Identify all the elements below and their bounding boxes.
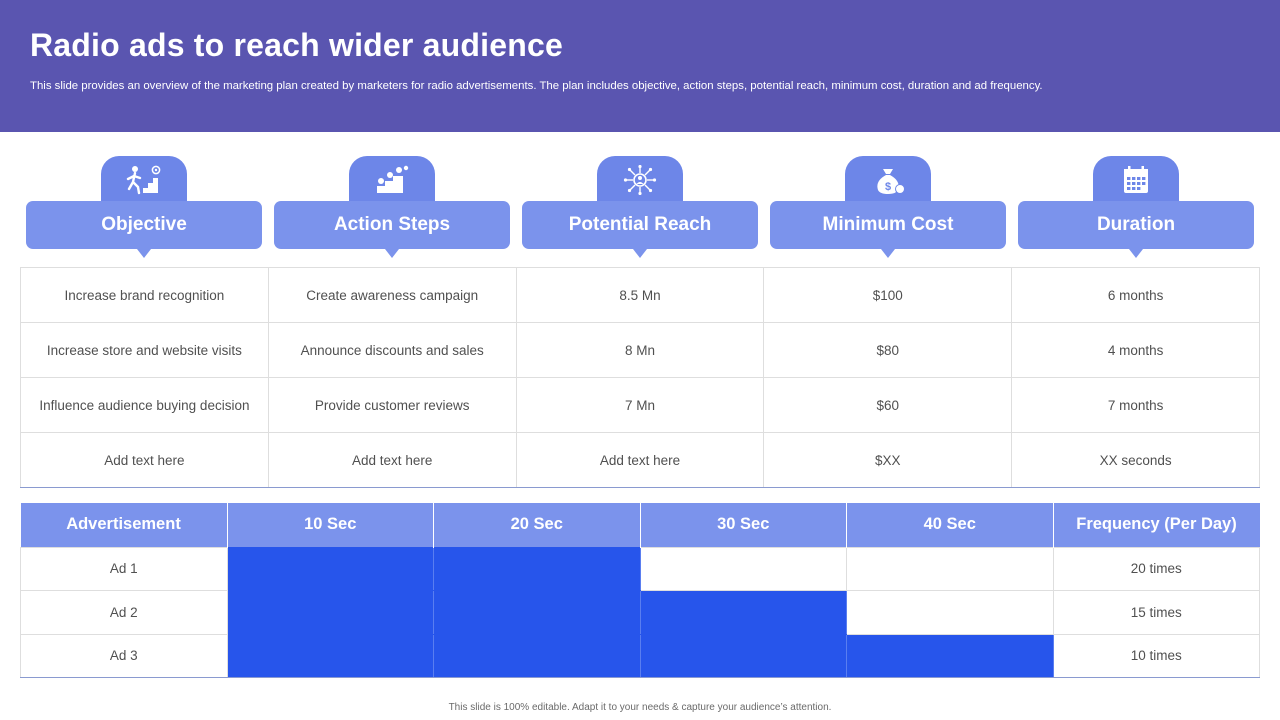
column-title: Objective <box>26 201 262 249</box>
page-title: Radio ads to reach wider audience <box>30 27 563 63</box>
column-title: Minimum Cost <box>770 201 1006 249</box>
column-title: Potential Reach <box>522 201 758 249</box>
table-row: Add text here Add text here Add text her… <box>20 432 1260 488</box>
duration-bar-cell <box>639 633 847 678</box>
duration-bar-cell <box>433 590 641 635</box>
column-header-objective: Objective <box>26 156 262 260</box>
table-row: Ad 1 20 times <box>20 546 1260 591</box>
table-row: Influence audience buying decision Provi… <box>20 377 1260 433</box>
duration-cell: 4 months <box>1011 322 1260 378</box>
header-20-sec: 20 Sec <box>433 503 641 547</box>
duration-bar-cell <box>226 590 434 635</box>
table-row: Ad 3 10 times <box>20 633 1260 678</box>
duration-bar-cell <box>433 633 641 678</box>
duration-bar-cell <box>639 546 847 591</box>
objective-cell: Add text here <box>20 432 269 488</box>
duration-bar-cell <box>226 546 434 591</box>
cost-cell: $100 <box>763 267 1013 323</box>
duration-cell: 6 months <box>1011 267 1260 323</box>
header-frequency: Frequency (Per Day) <box>1052 503 1260 547</box>
ad-frequency-table: Advertisement 10 Sec 20 Sec 30 Sec 40 Se… <box>20 503 1260 678</box>
objective-cell: Increase store and website visits <box>20 322 269 378</box>
cost-cell: $80 <box>763 322 1013 378</box>
network-reach-icon <box>623 165 657 195</box>
stairs-goal-icon <box>126 165 161 195</box>
action-step-cell: Announce discounts and sales <box>267 322 517 378</box>
action-step-cell: Provide customer reviews <box>267 377 517 433</box>
frequency-cell: 10 times <box>1052 633 1260 678</box>
column-header-action-steps: Action Steps <box>274 156 510 260</box>
table-row: Increase brand recognition Create awaren… <box>20 267 1260 323</box>
cost-cell: $60 <box>763 377 1013 433</box>
marketing-plan-table: Increase brand recognition Create awaren… <box>20 267 1260 488</box>
calendar-icon <box>1124 166 1148 193</box>
duration-bar-cell <box>846 546 1054 591</box>
ad-name-cell: Ad 3 <box>20 633 228 678</box>
svg-text:$: $ <box>885 181 891 193</box>
reach-cell: Add text here <box>515 432 765 488</box>
objective-cell: Influence audience buying decision <box>20 377 269 433</box>
action-step-cell: Create awareness campaign <box>267 267 517 323</box>
page-subtitle: This slide provides an overview of the m… <box>30 80 1043 92</box>
table-row: Ad 2 15 times <box>20 590 1260 635</box>
duration-bar-cell <box>226 633 434 678</box>
header-30-sec: 30 Sec <box>639 503 847 547</box>
duration-bar-cell <box>846 590 1054 635</box>
column-title: Action Steps <box>274 201 510 249</box>
column-header-duration: Duration <box>1018 156 1254 260</box>
duration-bar-cell <box>433 546 641 591</box>
header-10-sec: 10 Sec <box>226 503 434 547</box>
column-header-potential-reach: Potential Reach <box>522 156 758 260</box>
growth-steps-icon <box>377 165 409 193</box>
duration-bar-cell <box>639 590 847 635</box>
duration-cell: XX seconds <box>1011 432 1260 488</box>
frequency-cell: 15 times <box>1052 590 1260 635</box>
reach-cell: 8 Mn <box>515 322 765 378</box>
footer-note: This slide is 100% editable. Adapt it to… <box>448 702 832 713</box>
objective-cell: Increase brand recognition <box>20 267 269 323</box>
column-title: Duration <box>1018 201 1254 249</box>
title-banner: Radio ads to reach wider audience This s… <box>0 0 1280 132</box>
column-header-minimum-cost: $ Minimum Cost <box>770 156 1006 260</box>
ad-name-cell: Ad 2 <box>20 590 228 635</box>
table-header-row: Advertisement 10 Sec 20 Sec 30 Sec 40 Se… <box>20 503 1260 547</box>
table-row: Increase store and website visits Announ… <box>20 322 1260 378</box>
duration-bar-cell <box>846 633 1054 678</box>
header-advertisement: Advertisement <box>20 503 228 547</box>
reach-cell: 7 Mn <box>515 377 765 433</box>
header-40-sec: 40 Sec <box>846 503 1054 547</box>
action-step-cell: Add text here <box>267 432 517 488</box>
money-bag-icon: $ <box>877 169 905 194</box>
cost-cell: $XX <box>763 432 1013 488</box>
frequency-cell: 20 times <box>1052 546 1260 591</box>
ad-name-cell: Ad 1 <box>20 546 228 591</box>
reach-cell: 8.5 Mn <box>515 267 765 323</box>
duration-cell: 7 months <box>1011 377 1260 433</box>
